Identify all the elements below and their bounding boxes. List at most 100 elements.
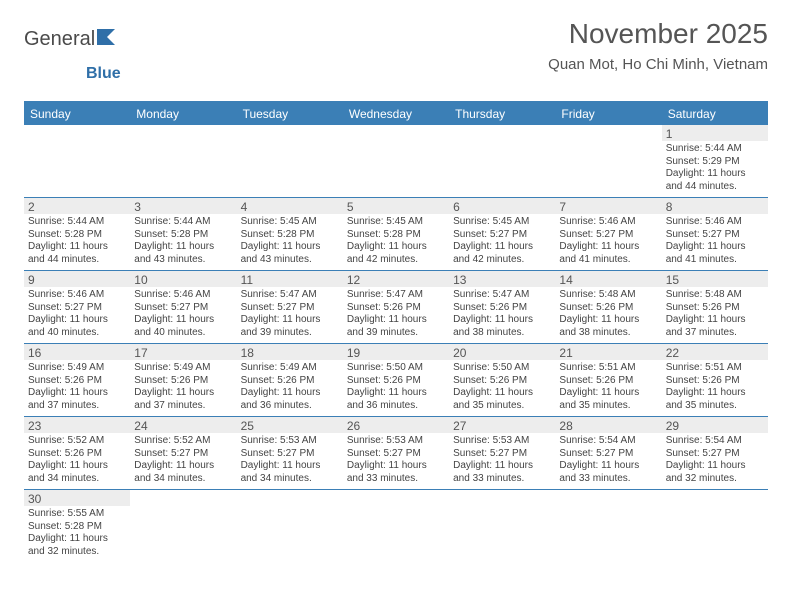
sunset-line: Sunset: 5:27 PM (666, 229, 764, 242)
week-row: 9Sunrise: 5:46 AMSunset: 5:27 PMDaylight… (24, 271, 768, 344)
day-number: 30 (28, 492, 126, 507)
daylight-line: Daylight: 11 hours and 33 minutes. (453, 460, 551, 485)
day-cell (130, 490, 236, 562)
daylight-line: Daylight: 11 hours and 40 minutes. (134, 314, 232, 339)
sunrise-line: Sunrise: 5:44 AM (666, 143, 764, 156)
sunrise-line: Sunrise: 5:50 AM (347, 362, 445, 375)
daylight-line: Daylight: 11 hours and 37 minutes. (666, 314, 764, 339)
day-number: 26 (347, 419, 445, 434)
dow-cell: Monday (130, 103, 236, 125)
sunset-line: Sunset: 5:28 PM (28, 521, 126, 534)
day-number: 14 (559, 273, 657, 288)
day-cell: 23Sunrise: 5:52 AMSunset: 5:26 PMDayligh… (24, 417, 130, 489)
day-cell: 13Sunrise: 5:47 AMSunset: 5:26 PMDayligh… (449, 271, 555, 343)
dow-cell: Wednesday (343, 103, 449, 125)
sunset-line: Sunset: 5:26 PM (559, 302, 657, 315)
daylight-line: Daylight: 11 hours and 41 minutes. (666, 241, 764, 266)
daylight-line: Daylight: 11 hours and 38 minutes. (559, 314, 657, 339)
day-cell (237, 490, 343, 562)
day-number: 18 (241, 346, 339, 361)
day-cell (662, 490, 768, 562)
day-cell: 4Sunrise: 5:45 AMSunset: 5:28 PMDaylight… (237, 198, 343, 270)
week-row: 16Sunrise: 5:49 AMSunset: 5:26 PMDayligh… (24, 344, 768, 417)
daylight-line: Daylight: 11 hours and 35 minutes. (453, 387, 551, 412)
day-number: 27 (453, 419, 551, 434)
day-number: 6 (453, 200, 551, 215)
day-number: 20 (453, 346, 551, 361)
daylight-line: Daylight: 11 hours and 42 minutes. (347, 241, 445, 266)
sunrise-line: Sunrise: 5:52 AM (134, 435, 232, 448)
day-number: 15 (666, 273, 764, 288)
day-cell (343, 125, 449, 197)
day-cell (237, 125, 343, 197)
day-number: 24 (134, 419, 232, 434)
sunset-line: Sunset: 5:26 PM (666, 302, 764, 315)
day-cell (449, 125, 555, 197)
day-number: 29 (666, 419, 764, 434)
daylight-line: Daylight: 11 hours and 41 minutes. (559, 241, 657, 266)
day-cell: 15Sunrise: 5:48 AMSunset: 5:26 PMDayligh… (662, 271, 768, 343)
sunset-line: Sunset: 5:27 PM (453, 448, 551, 461)
daylight-line: Daylight: 11 hours and 35 minutes. (559, 387, 657, 412)
sunrise-line: Sunrise: 5:53 AM (347, 435, 445, 448)
sunrise-line: Sunrise: 5:44 AM (28, 216, 126, 229)
daylight-line: Daylight: 11 hours and 39 minutes. (347, 314, 445, 339)
dow-cell: Saturday (662, 103, 768, 125)
day-cell: 21Sunrise: 5:51 AMSunset: 5:26 PMDayligh… (555, 344, 661, 416)
sunrise-line: Sunrise: 5:47 AM (241, 289, 339, 302)
sunrise-line: Sunrise: 5:46 AM (28, 289, 126, 302)
month-title: November 2025 (548, 18, 768, 50)
day-cell: 27Sunrise: 5:53 AMSunset: 5:27 PMDayligh… (449, 417, 555, 489)
sunset-line: Sunset: 5:28 PM (347, 229, 445, 242)
day-number: 1 (666, 127, 764, 142)
sunrise-line: Sunrise: 5:45 AM (241, 216, 339, 229)
sunset-line: Sunset: 5:29 PM (666, 156, 764, 169)
day-cell: 18Sunrise: 5:49 AMSunset: 5:26 PMDayligh… (237, 344, 343, 416)
daylight-line: Daylight: 11 hours and 33 minutes. (347, 460, 445, 485)
day-cell: 7Sunrise: 5:46 AMSunset: 5:27 PMDaylight… (555, 198, 661, 270)
logo-text-blue: Blue (86, 65, 792, 83)
sunset-line: Sunset: 5:28 PM (28, 229, 126, 242)
daylight-line: Daylight: 11 hours and 44 minutes. (28, 241, 126, 266)
sunset-line: Sunset: 5:27 PM (241, 448, 339, 461)
sunrise-line: Sunrise: 5:44 AM (134, 216, 232, 229)
day-cell: 5Sunrise: 5:45 AMSunset: 5:28 PMDaylight… (343, 198, 449, 270)
sunrise-line: Sunrise: 5:46 AM (134, 289, 232, 302)
day-number: 3 (134, 200, 232, 215)
sunset-line: Sunset: 5:27 PM (347, 448, 445, 461)
sunset-line: Sunset: 5:26 PM (453, 375, 551, 388)
sunset-line: Sunset: 5:26 PM (453, 302, 551, 315)
day-cell: 11Sunrise: 5:47 AMSunset: 5:27 PMDayligh… (237, 271, 343, 343)
daylight-line: Daylight: 11 hours and 36 minutes. (241, 387, 339, 412)
day-cell: 30Sunrise: 5:55 AMSunset: 5:28 PMDayligh… (24, 490, 130, 562)
day-cell: 6Sunrise: 5:45 AMSunset: 5:27 PMDaylight… (449, 198, 555, 270)
sunset-line: Sunset: 5:27 PM (559, 229, 657, 242)
week-row: 2Sunrise: 5:44 AMSunset: 5:28 PMDaylight… (24, 198, 768, 271)
sunset-line: Sunset: 5:26 PM (241, 375, 339, 388)
day-cell: 12Sunrise: 5:47 AMSunset: 5:26 PMDayligh… (343, 271, 449, 343)
day-cell: 22Sunrise: 5:51 AMSunset: 5:26 PMDayligh… (662, 344, 768, 416)
daylight-line: Daylight: 11 hours and 33 minutes. (559, 460, 657, 485)
sunset-line: Sunset: 5:26 PM (28, 448, 126, 461)
daylight-line: Daylight: 11 hours and 37 minutes. (134, 387, 232, 412)
sunset-line: Sunset: 5:27 PM (241, 302, 339, 315)
sunset-line: Sunset: 5:26 PM (666, 375, 764, 388)
day-cell: 26Sunrise: 5:53 AMSunset: 5:27 PMDayligh… (343, 417, 449, 489)
day-number: 21 (559, 346, 657, 361)
day-number: 17 (134, 346, 232, 361)
sunset-line: Sunset: 5:27 PM (453, 229, 551, 242)
sunset-line: Sunset: 5:26 PM (347, 302, 445, 315)
day-number: 7 (559, 200, 657, 215)
day-cell: 20Sunrise: 5:50 AMSunset: 5:26 PMDayligh… (449, 344, 555, 416)
day-cell (343, 490, 449, 562)
sunrise-line: Sunrise: 5:47 AM (453, 289, 551, 302)
day-cell: 2Sunrise: 5:44 AMSunset: 5:28 PMDaylight… (24, 198, 130, 270)
sunset-line: Sunset: 5:27 PM (134, 302, 232, 315)
sunrise-line: Sunrise: 5:49 AM (134, 362, 232, 375)
sunset-line: Sunset: 5:27 PM (559, 448, 657, 461)
day-number: 5 (347, 200, 445, 215)
daylight-line: Daylight: 11 hours and 44 minutes. (666, 168, 764, 193)
sunset-line: Sunset: 5:26 PM (134, 375, 232, 388)
sunrise-line: Sunrise: 5:46 AM (559, 216, 657, 229)
day-cell (24, 125, 130, 197)
